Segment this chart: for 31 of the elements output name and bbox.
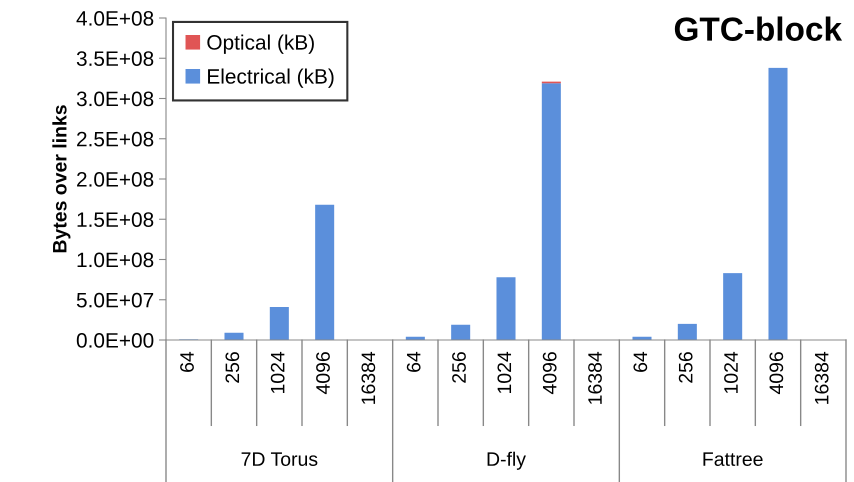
y-tick-label: 2.5E+08 [77, 132, 154, 147]
text: D-fly [488, 452, 526, 470]
x-tick-label: 4096 [769, 352, 784, 394]
y-tick-label: 4.0E+08 [76, 11, 154, 26]
legend-label: Electrical (kB) [208, 68, 334, 88]
text: Fattree [703, 452, 763, 466]
y-tick-label: 0.0E+00 [76, 333, 154, 348]
chart-title: GTC-block [674, 16, 842, 41]
x-tick-label: 64 [406, 352, 421, 372]
x-tick-label: 1024 [497, 352, 512, 394]
x-tick-label: 16384 [588, 352, 602, 404]
y-tick-label: 2.0E+08 [77, 172, 154, 187]
x-tick-label: 256 [225, 352, 240, 383]
y-tick-label: 5.0E+07 [76, 292, 154, 308]
x-tick-label: 4096 [316, 352, 330, 394]
x-tick-label: 4096 [542, 352, 557, 394]
x-tick-label: 256 [678, 352, 693, 383]
x-tick-label: 1024 [724, 352, 738, 394]
x-tick-label: 256 [452, 352, 466, 383]
x-tick-label: 64 [633, 352, 648, 372]
x-tick-label: 16384 [814, 352, 829, 404]
x-tick-label: 64 [180, 352, 194, 372]
y-tick-label: 3.5E+08 [76, 51, 154, 66]
y-axis-title: Bytes over links [52, 105, 70, 252]
x-tick-label: 16384 [361, 352, 376, 404]
y-tick-label: 3.0E+08 [76, 92, 154, 106]
y-tick-label: 1.0E+08 [78, 252, 154, 268]
text: 7D Torus [242, 452, 318, 466]
legend-label: Optical (kB) [207, 34, 314, 54]
y-tick-label: 1.5E+08 [78, 212, 154, 228]
x-tick-label: 1024 [270, 352, 285, 394]
